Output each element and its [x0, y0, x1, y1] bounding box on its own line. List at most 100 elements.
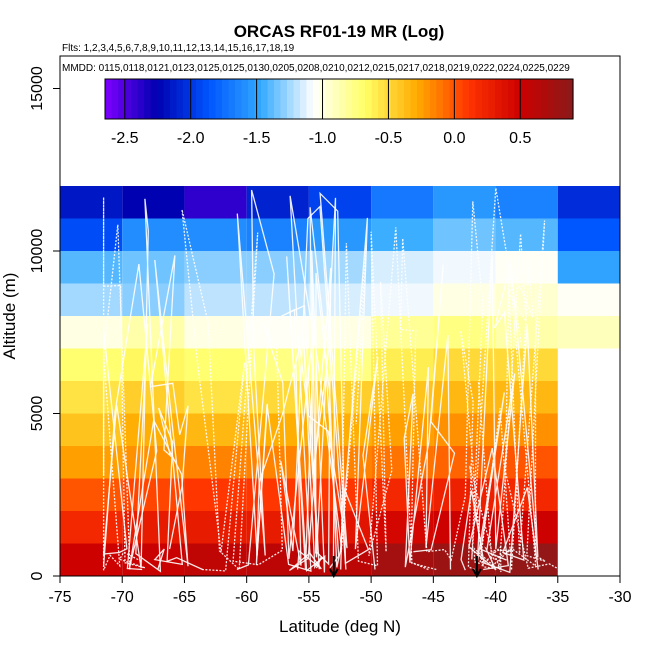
heatmap-cell: [122, 218, 185, 251]
x-tick-label: -35: [546, 589, 569, 606]
flight-track: [236, 189, 343, 572]
flight-track: [340, 227, 437, 571]
heatmap-cell: [557, 251, 620, 284]
heatmap-cell: [60, 478, 123, 511]
colorbar-swatch: [144, 79, 152, 119]
colorbar-swatch: [339, 79, 347, 119]
x-tick-label: -55: [297, 589, 320, 606]
heatmap-cell: [371, 478, 434, 511]
colorbar-swatch: [274, 79, 282, 119]
flight-tracks: [102, 187, 565, 574]
plot-frame: [59, 55, 621, 577]
heatmap-cell: [495, 348, 558, 381]
colorbar-tick-label: -2.5: [111, 130, 139, 147]
colorbar-swatch: [365, 79, 373, 119]
heatmap-cell: [433, 543, 496, 576]
colorbar-swatch: [475, 79, 483, 119]
heatmap-cell: [557, 218, 620, 251]
flight-track: [102, 198, 162, 573]
heatmap-cell: [495, 251, 558, 284]
colorbar-swatch: [534, 79, 542, 119]
heatmap-cell: [60, 251, 123, 284]
colorbar-swatch: [443, 79, 451, 119]
heatmap-cell: [371, 446, 434, 479]
heatmap-cell: [184, 381, 247, 414]
chart-title: ORCAS RF01-19 MR (Log): [234, 22, 445, 41]
colorbar-swatch: [430, 79, 438, 119]
colorbar-swatch: [436, 79, 444, 119]
colorbar-tick-label: -0.5: [375, 130, 403, 147]
x-axis: -75 -70 -65 -60 -55 -50 -45 -40 -35 -30: [48, 576, 632, 606]
x-tick-label: -60: [235, 589, 258, 606]
colorbar-swatch: [209, 79, 217, 119]
x-tick-label: -45: [422, 589, 445, 606]
colorbar-swatch: [163, 79, 171, 119]
colorbar-swatch: [235, 79, 243, 119]
x-tick-label: -50: [360, 589, 383, 606]
colorbar-tick-label: -2.0: [177, 130, 205, 147]
heatmap-cell: [184, 186, 247, 219]
colorbar-swatch: [215, 79, 223, 119]
colorbar-swatch: [378, 79, 386, 119]
colorbar-swatch: [462, 79, 470, 119]
colorbar-swatch: [183, 79, 191, 119]
heatmap-cell: [308, 186, 372, 219]
heatmap-cell: [371, 316, 434, 349]
heatmap-cell: [433, 413, 496, 446]
heatmap-cell: [557, 283, 620, 316]
colorbar-swatch: [111, 79, 119, 119]
colorbar-swatch: [300, 79, 308, 119]
colorbar-swatch: [553, 79, 561, 119]
heatmap-cell: [495, 511, 558, 544]
heatmap-cell: [122, 316, 185, 349]
colorbar-swatch: [456, 79, 464, 119]
colorbar-swatch: [391, 79, 399, 119]
colorbar-swatch: [332, 79, 340, 119]
heatmap-cell: [246, 316, 309, 349]
colorbar-swatch: [228, 79, 236, 119]
flight-track: [473, 233, 537, 570]
colorbar-tick-label: 0.5: [509, 130, 531, 147]
colorbar-swatch: [306, 79, 314, 119]
colorbar-swatch: [501, 79, 509, 119]
flight-track: [181, 209, 283, 572]
x-axis-label: Latitude (deg N): [279, 617, 401, 636]
heatmap-cell: [60, 381, 123, 414]
colorbar-swatch: [404, 79, 412, 119]
colorbar-swatch: [410, 79, 418, 119]
heatmap-cell: [184, 543, 247, 576]
colorbar-swatch: [560, 79, 568, 119]
heatmap-cell: [557, 316, 620, 349]
colorbar-swatch: [326, 79, 334, 119]
heatmap-cell: [122, 348, 185, 381]
colorbar-swatch: [267, 79, 275, 119]
colorbar-swatch: [540, 79, 548, 119]
colorbar-swatch: [482, 79, 490, 119]
flight-track: [102, 197, 146, 571]
x-tick-label: -75: [48, 589, 71, 606]
heatmap-cell: [308, 218, 372, 251]
colorbar-tick-label: 0.0: [443, 130, 465, 147]
x-tick-label: -70: [111, 589, 134, 606]
colorbar-swatch: [293, 79, 301, 119]
y-tick-label: 0: [29, 571, 46, 580]
colorbar-swatch: [371, 79, 379, 119]
heatmap-cell: [557, 186, 620, 219]
heatmap-cell: [60, 543, 123, 576]
y-tick-label: 5000: [29, 396, 46, 432]
colorbar-swatch: [118, 79, 126, 119]
colorbar-swatch: [449, 79, 457, 119]
heatmap-cell: [184, 283, 247, 316]
flight-track: [403, 264, 456, 570]
colorbar-swatch: [358, 79, 366, 119]
colorbar-swatch: [514, 79, 522, 119]
heatmap-cell: [433, 283, 496, 316]
location-markers: [328, 556, 482, 579]
heatmap-cell: [495, 186, 558, 219]
heatmap-cell: [60, 413, 123, 446]
flight-track: [315, 217, 379, 570]
flight-track: [468, 255, 516, 571]
colorbar-swatch: [345, 79, 353, 119]
colorbar: -2.5 -2.0 -1.5 -1.0 -0.5 0.0 0.5: [104, 78, 574, 147]
heatmap-cell: [184, 413, 247, 446]
